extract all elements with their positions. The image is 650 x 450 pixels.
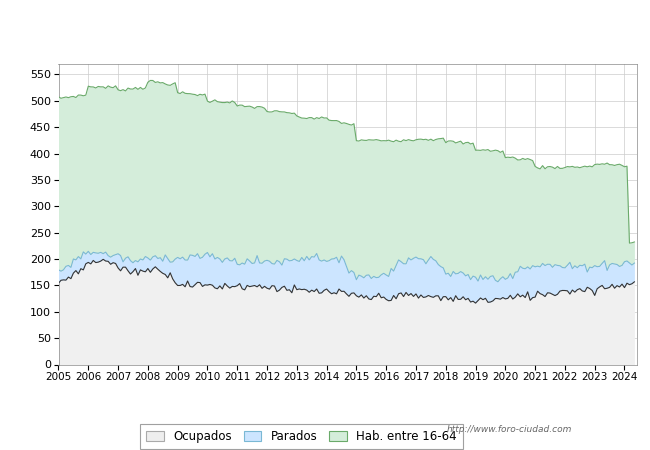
Text: http://www.foro-ciudad.com: http://www.foro-ciudad.com [447, 425, 572, 434]
Text: Canet lo Roig - Evolucion de la poblacion en edad de Trabajar Mayo de 2024: Canet lo Roig - Evolucion de la poblacio… [58, 12, 592, 25]
Legend: Ocupados, Parados, Hab. entre 16-64: Ocupados, Parados, Hab. entre 16-64 [140, 424, 463, 449]
Text: foro-ciudad.com: foro-ciudad.com [268, 220, 427, 239]
